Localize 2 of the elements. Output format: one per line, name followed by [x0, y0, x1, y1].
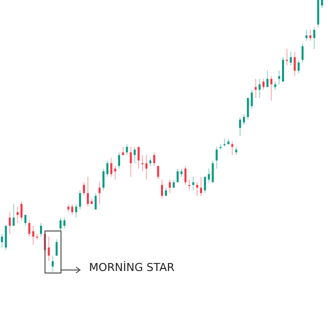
annotation: MORNİNG STAR [89, 261, 175, 274]
candlestick [223, 138, 226, 148]
